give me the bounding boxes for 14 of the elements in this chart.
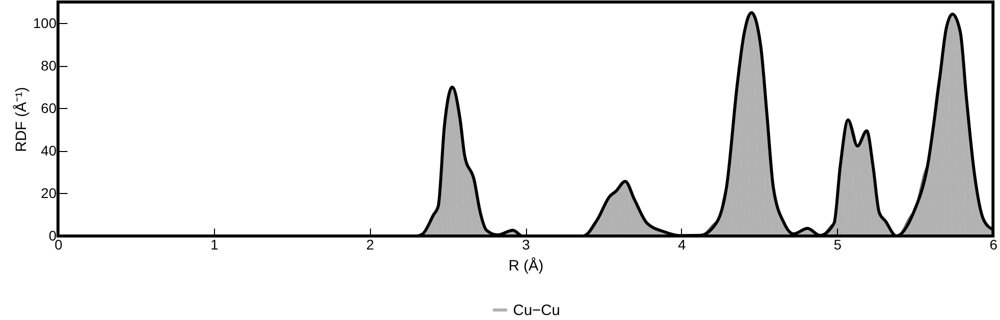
y-tick-label: 20 (40, 184, 57, 201)
x-tick-label: 2 (366, 236, 374, 252)
legend-label: Cu−Cu (513, 302, 560, 319)
x-tick-label: 3 (522, 236, 530, 252)
y-tick-label: 60 (40, 100, 57, 116)
y-tick-label: 40 (40, 142, 57, 158)
x-tick-label: 4 (678, 236, 686, 252)
y-tick-label: 100 (33, 14, 57, 31)
x-tick-label: 6 (990, 236, 998, 252)
y-tick-label: 80 (40, 57, 57, 74)
x-axis-title: R (Å) (508, 256, 544, 274)
x-tick-label: 5 (834, 236, 842, 252)
x-tick-label: 1 (210, 236, 218, 252)
y-axis-title: RDF (Å⁻¹) (12, 87, 30, 152)
